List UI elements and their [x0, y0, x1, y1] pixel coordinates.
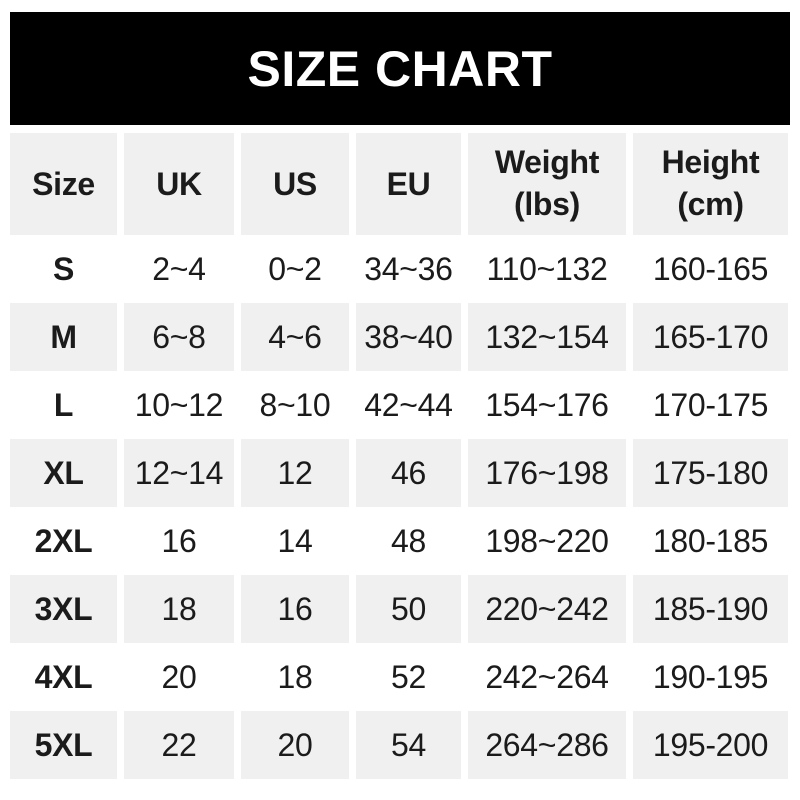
size-table: Size UK US EU Weight (lbs) Height (cm) S…	[10, 133, 788, 779]
page-title: SIZE CHART	[247, 40, 553, 97]
header-cell-size: Size	[10, 133, 117, 235]
height-cell: 160-165	[652, 250, 769, 287]
table-row: 3XL 18 16 50 220~242 185-190	[10, 575, 788, 643]
table-row: 4XL 20 18 52 242~264 190-195	[10, 643, 788, 711]
eu-cell: 34~36	[364, 250, 453, 287]
height-cell: 165-170	[633, 303, 788, 371]
header-cell-weight: Weight (lbs)	[468, 133, 626, 235]
uk-cell: 20	[161, 658, 197, 695]
height-cell: 180-185	[652, 522, 769, 559]
uk-cell: 6~8	[124, 303, 234, 371]
header-cell-height: Height (cm)	[633, 133, 788, 235]
header-weight-line2: (lbs)	[513, 186, 581, 222]
us-cell: 20	[241, 711, 349, 779]
weight-cell: 264~286	[468, 711, 626, 779]
size-cell: S	[52, 250, 75, 287]
eu-cell: 46	[356, 439, 461, 507]
header-weight-line1: Weight	[494, 144, 600, 181]
weight-cell: 110~132	[486, 250, 608, 287]
weight-cell: 242~264	[485, 658, 609, 695]
us-cell: 18	[277, 658, 313, 695]
header-cell-us: US	[241, 133, 349, 235]
uk-cell: 16	[161, 522, 197, 559]
table-row: XL 12~14 12 46 176~198 175-180	[10, 439, 788, 507]
height-cell: 185-190	[633, 575, 788, 643]
weight-cell: 220~242	[468, 575, 626, 643]
height-cell: 170-175	[652, 386, 769, 423]
eu-cell: 38~40	[356, 303, 461, 371]
eu-cell: 54	[356, 711, 461, 779]
us-cell: 16	[241, 575, 349, 643]
uk-cell: 18	[124, 575, 234, 643]
header-height-line2: (cm)	[677, 186, 744, 222]
size-cell: 5XL	[10, 711, 117, 779]
size-cell: L	[53, 386, 74, 423]
table-row: L 10~12 8~10 42~44 154~176 170-175	[10, 371, 788, 439]
size-cell: 2XL	[34, 522, 93, 559]
us-cell: 14	[277, 522, 313, 559]
title-banner: SIZE CHART	[10, 12, 790, 125]
header-cell-uk: UK	[124, 133, 234, 235]
uk-cell: 2~4	[152, 250, 206, 287]
weight-cell: 132~154	[468, 303, 626, 371]
table-header-row: Size UK US EU Weight (lbs) Height (cm)	[10, 133, 788, 235]
height-cell: 195-200	[633, 711, 788, 779]
weight-cell: 154~176	[485, 386, 609, 423]
uk-cell: 22	[124, 711, 234, 779]
header-height-line1: Height	[661, 144, 760, 181]
us-cell: 4~6	[241, 303, 349, 371]
us-cell: 0~2	[268, 250, 322, 287]
table-row: M 6~8 4~6 38~40 132~154 165-170	[10, 303, 788, 371]
height-cell: 175-180	[633, 439, 788, 507]
size-cell: 3XL	[10, 575, 117, 643]
eu-cell: 48	[391, 522, 426, 559]
us-cell: 8~10	[259, 386, 331, 423]
us-cell: 12	[241, 439, 349, 507]
header-cell-eu: EU	[356, 133, 461, 235]
eu-cell: 50	[356, 575, 461, 643]
table-row: 5XL 22 20 54 264~286 195-200	[10, 711, 788, 779]
weight-cell: 176~198	[468, 439, 626, 507]
table-row: S 2~4 0~2 34~36 110~132 160-165	[10, 235, 788, 303]
table-row: 2XL 16 14 48 198~220 180-185	[10, 507, 788, 575]
uk-cell: 10~12	[134, 386, 224, 423]
size-cell: M	[10, 303, 117, 371]
eu-cell: 42~44	[364, 386, 453, 423]
height-cell: 190-195	[652, 658, 769, 695]
size-cell: 4XL	[34, 658, 93, 695]
size-cell: XL	[10, 439, 117, 507]
uk-cell: 12~14	[124, 439, 234, 507]
eu-cell: 52	[391, 658, 426, 695]
weight-cell: 198~220	[485, 522, 609, 559]
